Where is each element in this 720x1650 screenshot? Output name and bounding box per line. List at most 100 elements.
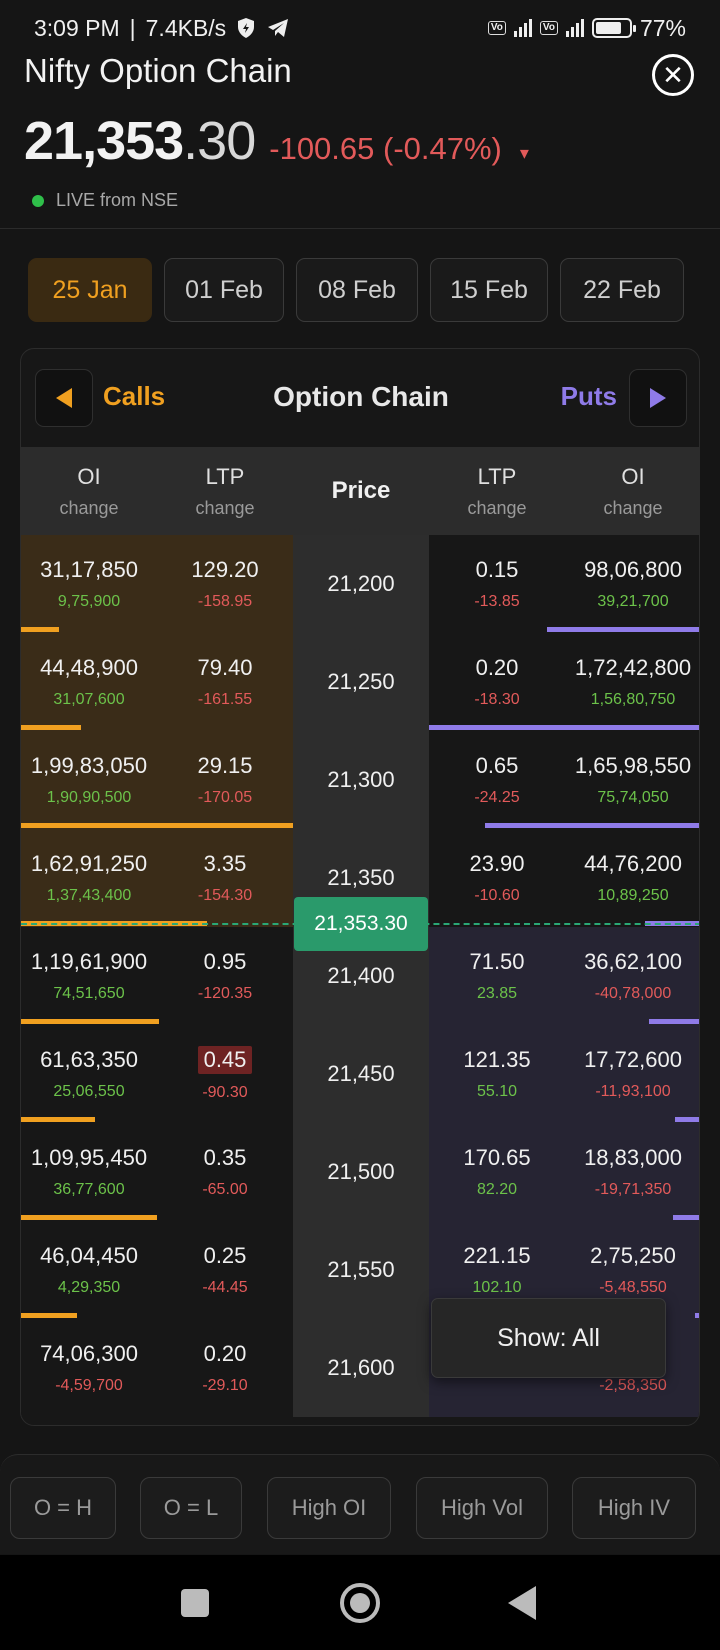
col-put-oi[interactable]: OI change (603, 463, 663, 518)
call-oi-cell-change: 1,90,90,500 (46, 789, 132, 806)
put-oi-cell[interactable]: 2,75,250 -5,48,550 (565, 1221, 699, 1319)
put-oi-bar (675, 1117, 699, 1122)
put-row-bg (429, 1025, 699, 1123)
put-oi-cell[interactable]: 1,65,98,550 75,74,050 (565, 731, 699, 829)
call-ltp-cell[interactable]: 3.35 -154.30 (157, 829, 293, 927)
call-oi-bar (21, 1313, 77, 1318)
strike-price-cell[interactable]: 21,550 (293, 1221, 429, 1319)
caret-left-icon (56, 388, 72, 408)
put-ltp-cell-value: 0.20 (475, 655, 519, 680)
call-ltp-cell[interactable]: 79.40 -161.55 (157, 633, 293, 731)
call-oi-cell[interactable]: 1,99,83,050 1,90,90,500 (21, 731, 157, 829)
calls-nav-button[interactable] (35, 369, 93, 427)
call-ltp-cell[interactable]: 0.20 -29.10 (157, 1319, 293, 1417)
col-call-oi[interactable]: OI change (59, 463, 119, 518)
put-ltp-cell[interactable]: 0.15 -13.85 (429, 535, 565, 633)
strike-price-cell[interactable]: 21,300 (293, 731, 429, 829)
put-ltp-cell[interactable]: 0.65 -24.25 (429, 731, 565, 829)
filter-high-oi[interactable]: High OI (267, 1477, 391, 1539)
live-dot-icon (32, 194, 44, 207)
strike-price-cell[interactable]: 21,200 (293, 535, 429, 633)
expiry-tab-08-feb[interactable]: 08 Feb (296, 258, 418, 322)
col-price[interactable]: Price (331, 477, 391, 504)
signal-icon (565, 19, 584, 37)
call-oi-cell[interactable]: 44,48,900 31,07,600 (21, 633, 157, 731)
home-icon[interactable] (340, 1583, 380, 1623)
put-oi-cell-change: 1,56,80,750 (590, 691, 676, 708)
table-row[interactable]: 1,09,95,450 36,77,600 0.35 -65.00 21,500 170.… (21, 1123, 699, 1221)
put-oi-cell-change: 39,21,700 (597, 593, 669, 610)
call-row-bg (21, 1025, 293, 1123)
call-row-bg (21, 535, 293, 633)
put-oi-cell[interactable]: 36,62,100 -40,78,000 (565, 927, 699, 1025)
table-row[interactable]: 44,48,900 31,07,600 79.40 -161.55 21,250 0.20… (21, 633, 699, 731)
expiry-tab-25-jan[interactable]: 25 Jan (28, 258, 152, 322)
call-ltp-cell-value: 0.35 (203, 1145, 247, 1170)
calls-label[interactable]: Calls (103, 381, 166, 411)
filter-o-equals-l[interactable]: O = L (140, 1477, 242, 1539)
put-ltp-cell[interactable]: 71.50 23.85 (429, 927, 565, 1025)
put-ltp-cell-value: 71.50 (469, 949, 525, 974)
put-ltp-cell[interactable]: 170.65 82.20 (429, 1123, 565, 1221)
call-ltp-cell[interactable]: 0.35 -65.00 (157, 1123, 293, 1221)
call-ltp-cell[interactable]: 0.45 -90.30 (157, 1025, 293, 1123)
put-oi-bar (695, 1313, 699, 1318)
puts-label[interactable]: Puts (560, 381, 617, 411)
call-ltp-cell[interactable]: 29.15 -170.05 (157, 731, 293, 829)
put-ltp-cell[interactable]: 0.20 -18.30 (429, 633, 565, 731)
call-ltp-cell[interactable]: 0.25 -44.45 (157, 1221, 293, 1319)
put-ltp-cell-change: -10.60 (474, 887, 520, 904)
put-ltp-cell[interactable]: 121.35 55.10 (429, 1025, 565, 1123)
call-oi-cell[interactable]: 1,19,61,900 74,51,650 (21, 927, 157, 1025)
call-oi-cell[interactable]: 31,17,850 9,75,900 (21, 535, 157, 633)
put-oi-cell[interactable]: 44,76,200 10,89,250 (565, 829, 699, 927)
put-ltp-cell[interactable]: 23.90 -10.60 (429, 829, 565, 927)
call-oi-cell-change: 25,06,550 (53, 1083, 125, 1100)
put-oi-cell[interactable]: 17,72,600 -11,93,100 (565, 1025, 699, 1123)
put-ltp-cell[interactable]: 221.15 102.10 (429, 1221, 565, 1319)
put-ltp-cell-value: 121.35 (463, 1047, 531, 1072)
call-oi-cell[interactable]: 61,63,350 25,06,550 (21, 1025, 157, 1123)
table-row[interactable]: 61,63,350 25,06,550 0.45 -90.30 21,450 121.35… (21, 1025, 699, 1123)
put-oi-cell[interactable]: 1,72,42,800 1,56,80,750 (565, 633, 699, 731)
option-chain-card: Calls Option Chain Puts OI change LTP chan… (20, 348, 700, 1426)
back-icon[interactable] (508, 1586, 536, 1620)
expiry-tab-22-feb[interactable]: 22 Feb (560, 258, 684, 322)
filter-high-iv[interactable]: High IV (572, 1477, 696, 1539)
filter-high-vol[interactable]: High Vol (416, 1477, 548, 1539)
recent-apps-icon[interactable] (181, 1589, 209, 1617)
table-row[interactable]: 31,17,850 9,75,900 129.20 -158.95 21,200 0.15… (21, 535, 699, 633)
table-row[interactable]: 1,19,61,900 74,51,650 0.95 -120.35 21,400 71.… (21, 927, 699, 1025)
close-button[interactable]: ✕ (652, 54, 694, 96)
put-ltp-cell-value: 221.15 (463, 1243, 531, 1268)
call-ltp-cell[interactable]: 129.20 -158.95 (157, 535, 293, 633)
put-oi-bar (649, 1019, 699, 1024)
put-oi-cell-value: 98,06,800 (584, 557, 682, 582)
strike-price-cell[interactable]: 21,450 (293, 1025, 429, 1123)
table-row[interactable]: 1,99,83,050 1,90,90,500 29.15 -170.05 21,300… (21, 731, 699, 829)
strike-price-cell[interactable]: 21,500 (293, 1123, 429, 1221)
call-oi-cell[interactable]: 1,09,95,450 36,77,600 (21, 1123, 157, 1221)
put-row-bg (429, 1123, 699, 1221)
put-ltp-cell-change: 23.85 (476, 985, 518, 1002)
call-oi-cell[interactable]: 74,06,300 -4,59,700 (21, 1319, 157, 1417)
strike-price-cell[interactable]: 21,600 (293, 1319, 429, 1417)
status-time: 3:09 PM (34, 14, 120, 41)
call-ltp-cell-value: 0.20 (203, 1341, 247, 1366)
strike-price-cell[interactable]: 21,250 (293, 633, 429, 731)
show-filter-popup[interactable]: Show: All (431, 1298, 666, 1378)
put-oi-cell[interactable]: 98,06,800 39,21,700 (565, 535, 699, 633)
filter-o-equals-h[interactable]: O = H (10, 1477, 116, 1539)
puts-nav-button[interactable] (629, 369, 687, 427)
call-oi-cell[interactable]: 46,04,450 4,29,350 (21, 1221, 157, 1319)
col-put-ltp[interactable]: LTP change (467, 463, 527, 518)
call-oi-cell[interactable]: 1,62,91,250 1,37,43,400 (21, 829, 157, 927)
put-row-bg (429, 829, 699, 927)
col-call-ltp[interactable]: LTP change (195, 463, 255, 518)
put-oi-cell[interactable]: 18,83,000 -19,71,350 (565, 1123, 699, 1221)
call-row-bg (21, 633, 293, 731)
caret-right-icon (650, 388, 666, 408)
expiry-tab-01-feb[interactable]: 01 Feb (164, 258, 284, 322)
call-ltp-cell[interactable]: 0.95 -120.35 (157, 927, 293, 1025)
expiry-tab-15-feb[interactable]: 15 Feb (430, 258, 548, 322)
